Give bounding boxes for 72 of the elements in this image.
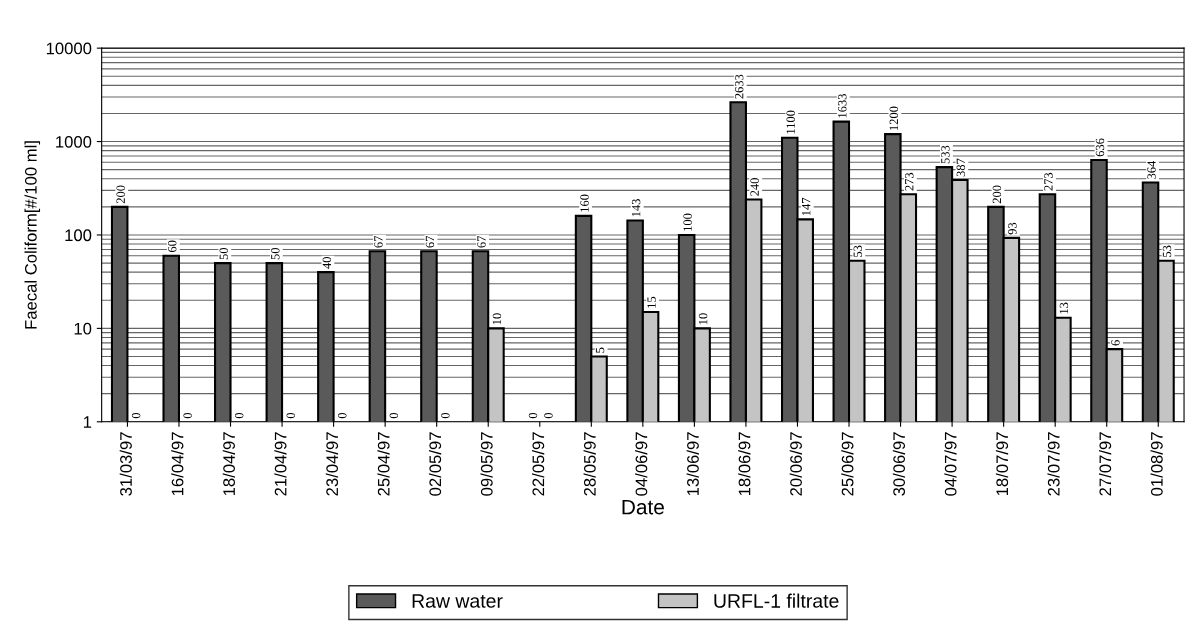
data-label: 60: [168, 240, 177, 253]
text: 0: [286, 412, 295, 419]
x-tick-label: 27/07/97: [1098, 432, 1112, 496]
x-tick-label: 20/06/97: [789, 432, 802, 496]
data-label: 273: [905, 172, 914, 191]
data-label: 5: [595, 347, 605, 353]
text: 0: [338, 412, 347, 419]
data-label: 15: [647, 296, 656, 308]
data-label: 387: [956, 158, 966, 177]
data-label: 6: [1111, 340, 1120, 346]
data-label: 50: [219, 247, 228, 260]
x-tick-label: 09/05/97: [480, 432, 493, 496]
data-label: 50: [271, 247, 280, 260]
data-label: 143: [631, 199, 641, 217]
y-tick-label: 10000: [46, 42, 92, 55]
data-label: 636: [1095, 138, 1105, 157]
x-tick-label: 16/04/97: [171, 432, 184, 496]
x-tick-label: 04/07/97: [944, 432, 957, 496]
x-tick-label: 28/05/97: [583, 432, 596, 496]
x-tick-label: 23/04/97: [325, 432, 339, 496]
legend-label: Raw water: [412, 594, 503, 608]
data-label: 10: [698, 313, 708, 325]
data-label: 273: [1044, 172, 1053, 191]
x-tick-label: 13/06/97: [686, 432, 699, 496]
x-tick-label: 25/06/97: [841, 432, 854, 496]
data-label: 13: [1059, 302, 1069, 314]
data-label: 67: [477, 235, 486, 248]
legend-label: URFL-1 filtrate: [714, 593, 839, 608]
data-label: 364: [1147, 160, 1156, 179]
text: 0: [131, 412, 141, 419]
x-tick-label: 18/07/97: [995, 432, 1009, 496]
text: 0: [389, 412, 399, 419]
text: 0: [441, 412, 450, 419]
text: 0: [183, 412, 192, 419]
x-tick-label: 30/06/97: [892, 432, 906, 496]
x-tick-label: 25/04/97: [377, 432, 390, 496]
data-label: 53: [1162, 245, 1172, 257]
data-label: 10: [492, 313, 502, 325]
data-label: 53: [853, 245, 862, 257]
x-tick-label: 18/04/97: [222, 432, 235, 496]
x-tick-label: 01/08/97: [1150, 432, 1163, 496]
data-label: 1200: [889, 106, 899, 130]
x-axis-title: Date: [622, 499, 664, 515]
data-label: 160: [580, 194, 589, 212]
data-label: 200: [992, 185, 1002, 204]
data-label: 1633: [838, 94, 847, 118]
data-label: 67: [425, 235, 435, 248]
y-tick-label: 1000: [56, 135, 92, 148]
data-label: 100: [683, 213, 692, 231]
text: 0: [528, 412, 538, 419]
y-tick-label: 100: [65, 229, 92, 242]
data-label: 1100: [786, 110, 795, 134]
x-tick-label: 31/03/97: [119, 432, 132, 496]
x-tick-label: 04/06/97: [635, 432, 648, 496]
data-label: 533: [941, 145, 950, 164]
data-label: 67: [374, 235, 383, 248]
y-tick-label: 10: [74, 322, 92, 335]
data-label: 147: [802, 197, 811, 216]
x-tick-label: 22/05/97: [532, 432, 545, 496]
x-tick-label: 02/05/97: [428, 432, 442, 496]
x-tick-label: 23/07/97: [1047, 432, 1060, 496]
data-label: 200: [116, 185, 125, 204]
x-tick-label: 21/04/97: [274, 432, 287, 496]
text: 0: [235, 412, 244, 419]
data-label: 40: [322, 257, 332, 269]
data-label: 240: [750, 178, 759, 196]
y-tick-label: 1: [83, 416, 92, 428]
data-label: 2633: [734, 74, 744, 99]
text: 0: [544, 412, 553, 419]
y-axis-title: Faecal Coliform[#/100 ml]: [24, 141, 41, 329]
data-label: 93: [1008, 222, 1017, 235]
x-tick-label: 18/06/97: [738, 432, 751, 496]
